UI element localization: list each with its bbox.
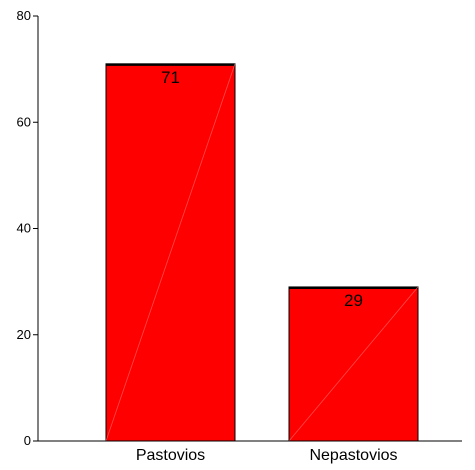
x-axis-labels: Pastovios Nepastovios <box>136 447 398 464</box>
y-axis-ticks: 0 20 40 60 80 <box>17 8 38 448</box>
x-category-label: Nepastovios <box>309 447 397 464</box>
bar-diagonal <box>288 286 419 442</box>
x-category-label: Pastovios <box>136 447 205 464</box>
y-tick-label: 40 <box>17 221 31 236</box>
bars-group: 71 29 <box>105 63 419 442</box>
axes <box>37 16 462 442</box>
y-tick-label: 60 <box>17 114 31 129</box>
y-tick-label: 80 <box>17 8 31 23</box>
bar-diagonal <box>105 63 236 442</box>
y-tick-label: 20 <box>17 327 31 342</box>
bar-data-label: 29 <box>344 291 363 310</box>
bar-data-label: 71 <box>161 68 180 87</box>
y-tick-label: 0 <box>24 433 31 448</box>
